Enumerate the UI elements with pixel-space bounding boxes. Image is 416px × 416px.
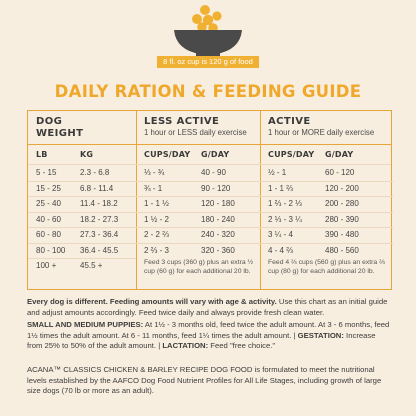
cell-active-grams: 200 - 280 [325,199,359,208]
cell-lb: 15 - 25 [36,183,61,193]
cell-lb: 80 - 100 [36,245,66,255]
cell-active-grams: 480 - 560 [325,245,359,255]
col-less-cups: CUPS/DAY [144,150,191,159]
cell-active-grams: 120 - 200 [325,183,359,193]
cell-active-cups: 2 ⅓ - 3 ¼ [268,214,302,224]
cell-active-cups: 1 ⅔ - 2 ⅓ [268,199,302,208]
cell-active-grams: 60 - 120 [325,168,355,177]
cell-active-cups: 4 - 4 ⅔ [268,245,293,255]
food-bowl-icon [174,5,242,57]
feeding-table: DOG WEIGHT LESS ACTIVE 1 hour or LESS da… [27,110,393,290]
page-title: DAILY RATION & FEEDING GUIDE [54,82,362,101]
less-active-note: Feed 3 cups (360 g) plus an extra ½ cup … [144,259,254,275]
cell-kg: 36.4 - 45.5 [80,245,119,255]
puppy-guidance: SMALL AND MEDIUM PUPPIES: At 1½ - 3 mont… [27,320,390,350]
cell-less-cups: ¾ - 1 [144,183,163,193]
cell-active-cups: ½ - 1 [268,168,287,177]
cell-lb: 5 - 15 [36,168,57,177]
cell-kg: 6.8 - 11.4 [80,183,114,193]
cell-less-grams: 120 - 180 [201,199,235,208]
cell-kg: 2.3 - 6.8 [80,168,110,177]
cell-lb: 40 - 60 [36,214,61,224]
cell-active-grams: 390 - 480 [325,230,359,239]
cell-active-grams: 280 - 390 [325,214,359,224]
cell-active-cups: 3 ¼ - 4 [268,230,293,239]
cell-lb: 25 - 40 [36,199,61,208]
cell-less-grams: 240 - 320 [201,230,235,239]
col-active-cups: CUPS/DAY [268,150,315,159]
cup-size-banner: 8 fl. oz cup is 120 g of food [157,56,259,68]
general-guidance: Every dog is different. Feeding amounts … [27,297,388,317]
col-lb: LB [36,150,48,159]
cell-less-cups: 1 ½ - 2 [144,214,169,224]
cell-lb: 100 + [36,261,57,270]
cell-less-grams: 180 - 240 [201,214,235,224]
cell-less-cups: ⅓ - ¾ [144,168,165,177]
bowl-illustration: 8 fl. oz cup is 120 g of food [0,0,416,68]
active-header: ACTIVE 1 hour or MORE daily exercise [268,116,375,137]
aafco-statement: ACANA™ CLASSICS CHICKEN & BARLEY RECIPE … [27,365,382,395]
active-note: Feed 4 ⅔ cups (560 g) plus an extra ⅔ cu… [268,259,385,275]
cell-kg: 11.4 - 18.2 [80,199,118,208]
col-active-grams: G/DAY [325,150,354,159]
cell-less-grams: 320 - 360 [201,245,235,255]
cell-kg: 45.5 + [80,261,103,270]
cell-kg: 27.3 - 36.4 [80,230,119,239]
col-kg: KG [80,150,94,159]
cell-lb: 60 - 80 [36,230,61,239]
cell-less-cups: 2 ⅔ - 3 [144,245,169,255]
col-less-grams: G/DAY [201,150,230,159]
cell-active-cups: 1 - 1 ⅔ [268,183,293,193]
cell-less-cups: 2 - 2 ⅔ [144,230,169,239]
less-active-header: LESS ACTIVE 1 hour or LESS daily exercis… [144,116,247,137]
dog-weight-header: DOG WEIGHT [36,116,84,139]
cell-less-grams: 40 - 90 [201,168,226,177]
cell-kg: 18.2 - 27.3 [80,214,119,224]
cell-less-grams: 90 - 120 [201,183,231,193]
cell-less-cups: 1 - 1 ½ [144,199,169,208]
